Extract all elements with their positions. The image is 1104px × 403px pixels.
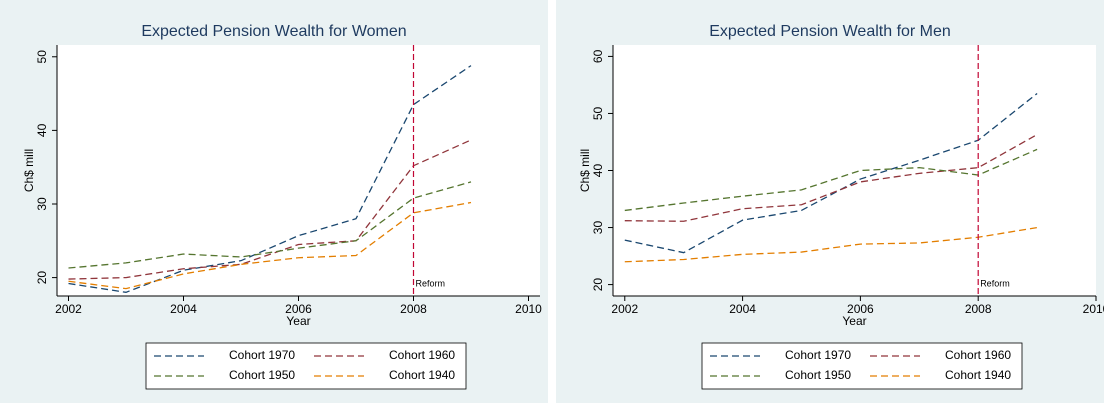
y-tick-label: 40 <box>35 123 49 137</box>
x-tick-label: 2004 <box>729 302 756 316</box>
x-tick-label: 2006 <box>285 302 312 316</box>
x-tick-label: 2010 <box>515 302 542 316</box>
chart-title: Expected Pension Wealth for Women <box>141 23 406 40</box>
y-tick-label: 20 <box>35 271 49 285</box>
legend-label: Cohort 1940 <box>945 368 1011 382</box>
reference-label: Reform <box>416 278 446 288</box>
x-tick-label: 2010 <box>1083 302 1104 316</box>
series-line <box>624 226 1038 263</box>
y-tick-label: 40 <box>591 164 605 178</box>
y-axis-title: Ch$ mill <box>22 149 36 192</box>
chart-panel: Expected Pension Wealth for Women 20 30 40 5… <box>0 0 548 403</box>
legend-label: Cohort 1970 <box>785 348 851 362</box>
legend-box <box>145 342 467 390</box>
y-tick-label: 20 <box>591 278 605 292</box>
x-axis-title: Year <box>842 314 866 328</box>
series-line <box>624 133 1038 222</box>
legend-label: Cohort 1950 <box>229 368 295 382</box>
series-line <box>624 148 1038 212</box>
x-tick-label: 2004 <box>170 302 197 316</box>
y-tick-label: 60 <box>591 49 605 63</box>
series-line <box>624 92 1038 254</box>
x-tick-label: 2002 <box>611 302 638 316</box>
y-axis-title: Ch$ mill <box>578 149 592 192</box>
chart-title: Expected Pension Wealth for Men <box>709 23 951 40</box>
series-line <box>68 139 472 280</box>
x-tick-label: 2006 <box>847 302 874 316</box>
legend-label: Cohort 1970 <box>229 348 295 362</box>
series-line <box>68 201 472 290</box>
series-line <box>68 65 472 293</box>
y-tick-label: 30 <box>35 197 49 211</box>
reference-label: Reform <box>980 278 1010 288</box>
chart-panel: Expected Pension Wealth for Men 20 30 40 50 6… <box>556 0 1104 403</box>
legend-label: Cohort 1950 <box>785 368 851 382</box>
x-axis-title: Year <box>286 314 310 328</box>
y-tick-label: 50 <box>591 106 605 120</box>
plot-area <box>613 45 1096 296</box>
y-tick-label: 50 <box>35 50 49 64</box>
legend-label: Cohort 1940 <box>389 368 455 382</box>
x-tick-label: 2008 <box>965 302 992 316</box>
legend-box <box>701 342 1023 390</box>
x-tick-label: 2008 <box>400 302 427 316</box>
y-tick-label: 30 <box>591 221 605 235</box>
plot-area <box>57 45 540 296</box>
x-tick-label: 2002 <box>55 302 82 316</box>
legend-label: Cohort 1960 <box>389 348 455 362</box>
legend-label: Cohort 1960 <box>945 348 1011 362</box>
series-line <box>68 181 472 269</box>
